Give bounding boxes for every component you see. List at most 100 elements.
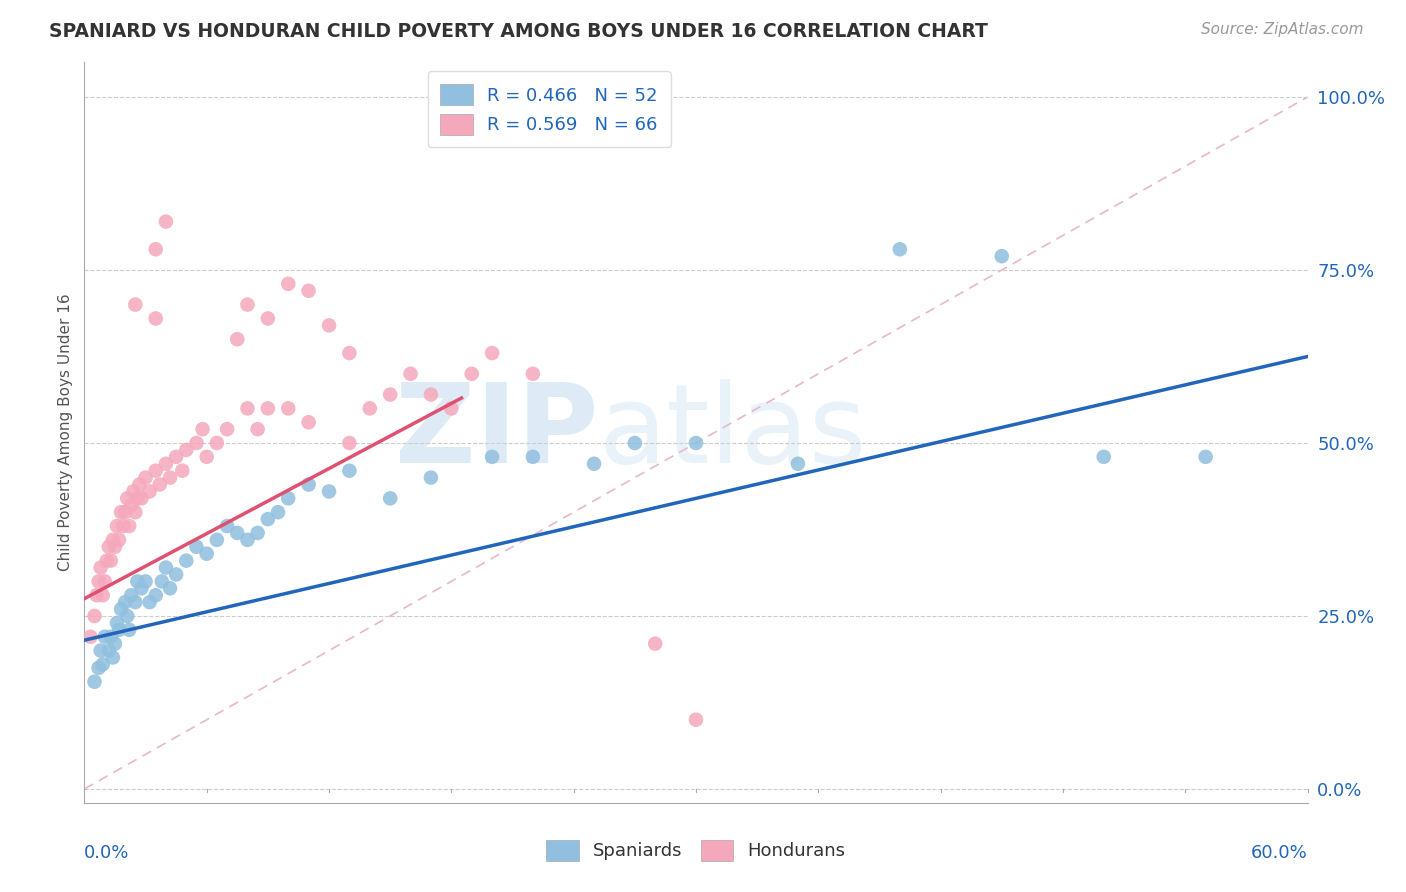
Point: [186, 436, 208, 450]
Point: [186, 540, 208, 554]
Point: [131, 491, 153, 506]
Point: [522, 450, 544, 464]
Point: [889, 242, 911, 256]
Point: [138, 484, 160, 499]
Point: [101, 533, 124, 547]
Point: [380, 387, 402, 401]
Point: [97, 643, 120, 657]
Point: [172, 464, 194, 478]
Point: [298, 415, 321, 429]
Point: [97, 540, 120, 554]
Point: [205, 533, 228, 547]
Point: [112, 519, 135, 533]
Point: [165, 450, 187, 464]
Point: [195, 450, 218, 464]
Point: [127, 574, 149, 589]
Point: [155, 560, 177, 574]
Point: [128, 477, 150, 491]
Point: [91, 657, 114, 672]
Point: [236, 297, 259, 311]
Point: [1092, 450, 1115, 464]
Point: [380, 491, 402, 506]
Point: [267, 505, 290, 519]
Point: [257, 401, 280, 416]
Point: [236, 533, 259, 547]
Point: [481, 450, 503, 464]
Point: [87, 661, 110, 675]
Point: [100, 554, 122, 568]
Point: [122, 484, 145, 499]
Point: [135, 470, 157, 484]
Point: [86, 588, 108, 602]
Point: [115, 609, 138, 624]
Point: [624, 436, 647, 450]
Point: [93, 630, 115, 644]
Point: [420, 470, 443, 484]
Point: [298, 477, 321, 491]
Text: Source: ZipAtlas.com: Source: ZipAtlas.com: [1201, 22, 1364, 37]
Point: [787, 457, 810, 471]
Point: [226, 525, 249, 540]
Point: [120, 588, 142, 602]
Text: atlas: atlas: [598, 379, 866, 486]
Point: [277, 491, 299, 506]
Point: [115, 491, 138, 506]
Point: [236, 401, 259, 416]
Point: [108, 533, 131, 547]
Point: [114, 595, 136, 609]
Point: [440, 401, 463, 416]
Point: [339, 346, 361, 360]
Point: [155, 457, 177, 471]
Text: ZIP: ZIP: [395, 379, 598, 486]
Point: [79, 630, 101, 644]
Point: [145, 464, 167, 478]
Point: [685, 713, 707, 727]
Point: [110, 505, 132, 519]
Point: [155, 214, 177, 228]
Point: [100, 630, 122, 644]
Point: [108, 623, 131, 637]
Point: [205, 436, 228, 450]
Point: [91, 588, 114, 602]
Point: [359, 401, 381, 416]
Point: [120, 498, 142, 512]
Point: [150, 574, 173, 589]
Point: [145, 588, 167, 602]
Point: [118, 623, 141, 637]
Point: [246, 525, 269, 540]
Point: [104, 637, 127, 651]
Point: [159, 582, 181, 596]
Point: [339, 436, 361, 450]
Point: [226, 332, 249, 346]
Point: [90, 560, 112, 574]
Point: [644, 637, 666, 651]
Point: [481, 346, 503, 360]
Point: [217, 519, 239, 533]
Point: [298, 284, 321, 298]
Point: [461, 367, 484, 381]
Point: [124, 595, 146, 609]
Point: [583, 457, 606, 471]
Point: [110, 602, 132, 616]
Text: 0.0%: 0.0%: [84, 844, 129, 862]
Point: [83, 609, 105, 624]
Point: [165, 567, 187, 582]
Point: [217, 422, 239, 436]
Y-axis label: Child Poverty Among Boys Under 16: Child Poverty Among Boys Under 16: [58, 293, 73, 572]
Point: [195, 547, 218, 561]
Point: [257, 512, 280, 526]
Point: [318, 484, 340, 499]
Point: [191, 422, 214, 436]
Point: [138, 595, 160, 609]
Point: [145, 242, 167, 256]
Point: [96, 554, 118, 568]
Point: [277, 277, 299, 291]
Point: [93, 574, 115, 589]
Point: [246, 422, 269, 436]
Point: [83, 674, 105, 689]
Point: [399, 367, 422, 381]
Text: SPANIARD VS HONDURAN CHILD POVERTY AMONG BOYS UNDER 16 CORRELATION CHART: SPANIARD VS HONDURAN CHILD POVERTY AMONG…: [49, 22, 988, 41]
Point: [159, 470, 181, 484]
Point: [124, 505, 146, 519]
Point: [105, 615, 128, 630]
